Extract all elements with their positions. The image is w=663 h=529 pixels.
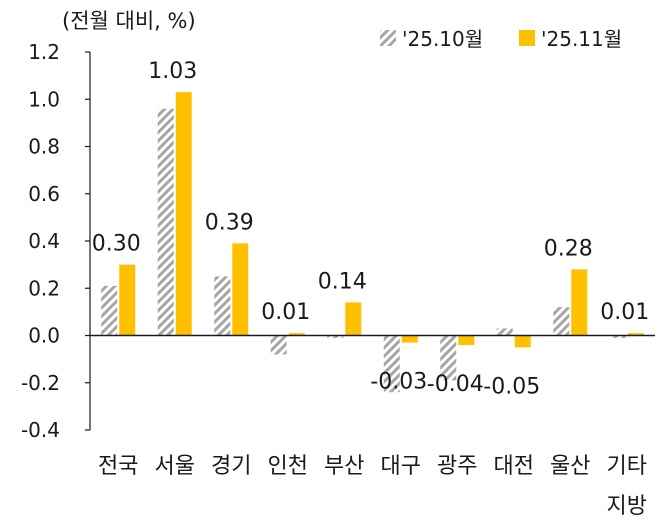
x-tick-label: 울산 [550, 454, 590, 479]
legend-swatch [380, 30, 396, 46]
bar-nov [401, 335, 418, 343]
bar-oct [496, 328, 513, 336]
bar-nov [119, 264, 136, 336]
bar-nov [175, 92, 192, 336]
data-label: -0.04 [427, 372, 484, 397]
y-tick-label: 0.2 [28, 276, 60, 300]
bar-nov [514, 335, 531, 348]
x-tick-label: 경기 [211, 454, 251, 479]
bar-oct [440, 335, 457, 381]
bar-oct [609, 335, 626, 338]
y-tick-label: 0.8 [28, 135, 60, 159]
bar-oct [327, 335, 344, 338]
bar-nov [232, 243, 249, 336]
data-label: 0.28 [544, 236, 593, 261]
y-tick-label: -0.4 [21, 418, 60, 442]
y-axis: 1.2 1.0 0.8 0.6 0.4 0.2 0.0 -0.2 -0.4 [21, 40, 91, 442]
bar-nov [571, 269, 588, 336]
bar-oct [214, 276, 231, 336]
x-tick-label: 인천 [268, 454, 308, 479]
x-tick-label: 광주 [437, 454, 477, 479]
data-label: 0.14 [318, 269, 367, 294]
legend-label: '25.10월 [402, 27, 483, 51]
data-label: 0.01 [600, 300, 649, 325]
x-tick-label: 대구 [381, 454, 421, 479]
bar-oct [157, 108, 174, 336]
legend: '25.10월 '25.11월 [380, 27, 622, 51]
bar-nov [288, 333, 305, 336]
x-tick-label: 부산 [324, 454, 364, 479]
data-label: 0.39 [205, 210, 254, 235]
bar-oct [101, 285, 118, 336]
x-tick-label: 기타 [607, 454, 647, 479]
y-tick-label: 0.4 [28, 229, 60, 253]
y-tick-label: 1.2 [28, 40, 60, 64]
y-tick-label: 1.0 [28, 87, 60, 111]
bar-oct [553, 307, 570, 336]
bars [101, 92, 644, 393]
data-label: 0.30 [92, 232, 141, 257]
bar-nov [458, 335, 475, 345]
legend-label: '25.11월 [541, 27, 622, 51]
data-label: 1.03 [148, 59, 197, 84]
bar-nov [345, 302, 362, 336]
bar-oct [270, 335, 287, 355]
legend-swatch [519, 30, 535, 46]
y-tick-label: 0.6 [28, 182, 60, 206]
data-label: 0.01 [261, 300, 310, 325]
bar-oct [383, 335, 400, 393]
unit-label: (전월 대비, %) [62, 9, 196, 33]
x-tick-label: 지방 [607, 494, 647, 519]
y-tick-label: -0.2 [21, 371, 60, 395]
x-tick-label: 전국 [98, 454, 138, 479]
data-label: -0.03 [370, 370, 427, 395]
data-label: -0.05 [483, 374, 540, 399]
bar-nov [627, 333, 644, 336]
data-labels: 0.30 1.03 0.39 0.01 0.14 -0.03 -0.04 -0.05 0.28 0… [92, 59, 649, 399]
x-tick-label: 서울 [155, 454, 195, 479]
y-tick-label: 0.0 [28, 324, 60, 348]
x-tick-label: 대전 [494, 454, 534, 479]
